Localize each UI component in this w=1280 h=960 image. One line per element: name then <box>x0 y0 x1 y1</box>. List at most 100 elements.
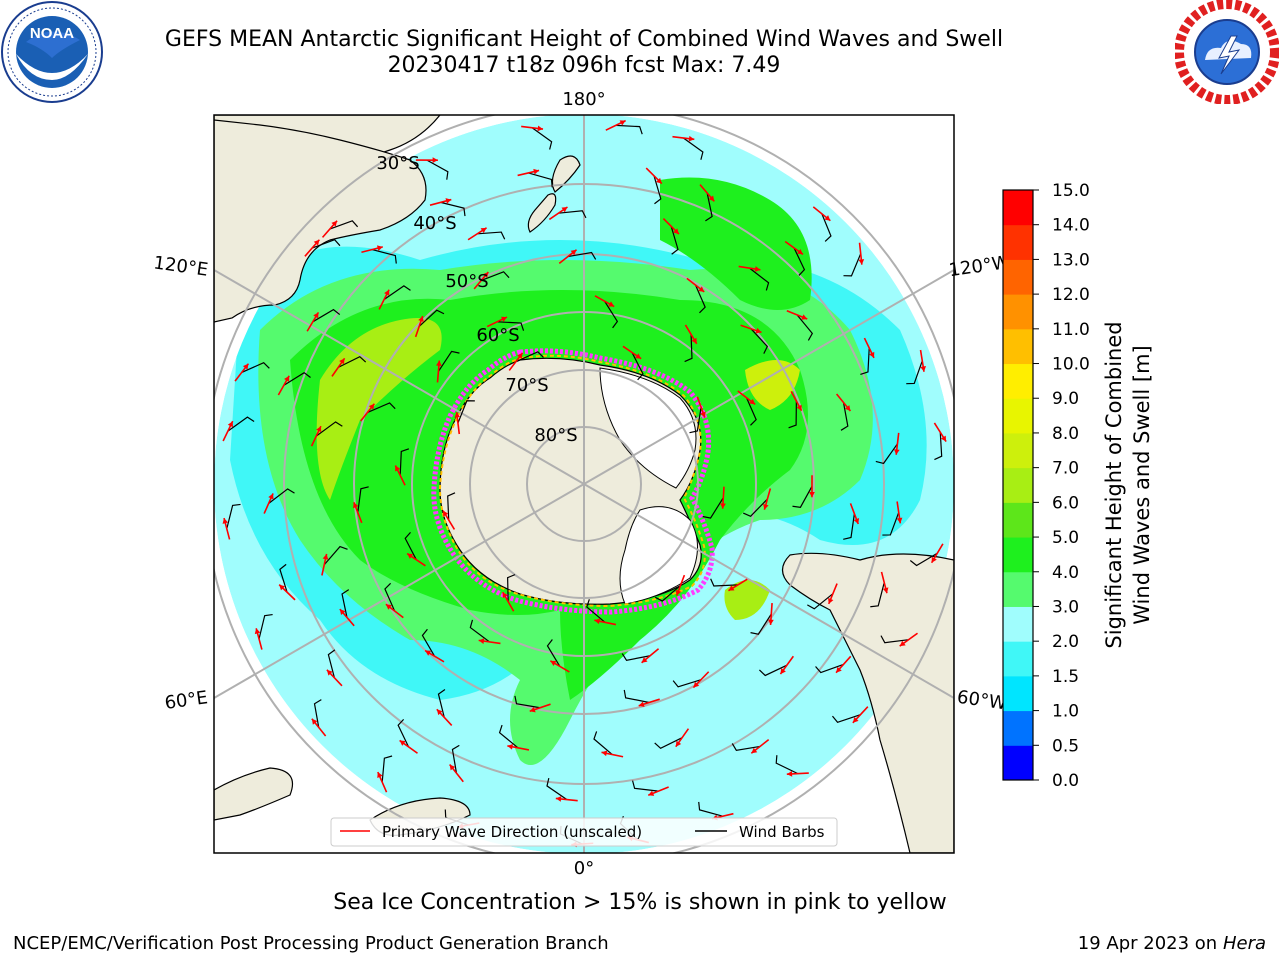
ocean-field-green-2 <box>660 177 812 310</box>
wind-barb <box>807 593 834 610</box>
wave-arrow-head <box>693 681 700 688</box>
wave-arrow-head <box>436 360 442 367</box>
wave-arrow-head <box>418 316 424 322</box>
lon-label-120e: 120°E <box>152 252 209 280</box>
wind-barb <box>437 688 446 718</box>
colorbar-band <box>1003 502 1033 538</box>
lat-label-60s: 60°S <box>476 325 519 346</box>
wind-barb <box>750 328 769 354</box>
ice-shelf-weddell <box>619 506 698 605</box>
wave-arrow-head <box>395 465 401 472</box>
wave-arrow-head <box>728 585 735 591</box>
wind-barb <box>498 724 519 749</box>
wind-barb <box>381 755 393 783</box>
wind-barb <box>404 531 417 560</box>
wave-arrow-head <box>529 706 536 713</box>
wave-arrow-head <box>436 709 443 716</box>
wind-barb <box>268 488 295 505</box>
wind-barb <box>258 613 273 640</box>
land-australia <box>214 119 427 323</box>
wind-barb <box>623 689 650 704</box>
wind-barb <box>383 285 411 301</box>
wave-arrow-head <box>227 421 233 428</box>
wave-arrow-head <box>673 228 679 235</box>
wind-barb <box>695 284 706 314</box>
wave-arrow-head <box>222 518 229 524</box>
wind-barb <box>329 220 359 230</box>
wave-arrow-head <box>836 666 842 673</box>
wave-arrow-head <box>698 286 705 292</box>
wind-barb <box>283 371 311 386</box>
wind-barb <box>241 361 270 373</box>
wave-arrow-head <box>920 366 927 372</box>
colorbar-tick-label: 4.0 <box>1052 563 1079 583</box>
wave-arrow-head <box>755 327 762 334</box>
colorbar-band <box>1003 675 1033 712</box>
wind-barb <box>311 239 341 249</box>
wind-barb <box>705 192 713 222</box>
wave-arrow-head <box>550 660 557 667</box>
wind-barb <box>315 421 343 437</box>
wave-arrow-head <box>385 604 392 610</box>
ice-shelf-ross <box>599 367 697 489</box>
wind-barb <box>367 402 396 413</box>
wind-barb <box>860 347 870 375</box>
wind-barb <box>631 352 644 381</box>
nws-logo <box>1175 0 1279 104</box>
wind-barb <box>832 714 861 723</box>
colorbar-band <box>1003 745 1033 781</box>
wave-arrow-head <box>242 363 249 370</box>
map-frame <box>213 114 955 854</box>
colorbar-band <box>1003 537 1033 573</box>
wave-arrow-head <box>432 157 438 164</box>
wind-barb <box>426 159 449 180</box>
wave-arrow-head <box>555 796 562 802</box>
wind-barb <box>323 545 348 566</box>
wind-barb <box>672 679 702 688</box>
wind-barb <box>384 582 396 612</box>
wind-barb <box>684 334 693 363</box>
lon-label-60e: 60°E <box>163 687 209 714</box>
colorbar-band <box>1003 432 1033 469</box>
wave-arrow-head <box>853 518 860 524</box>
wind-barb <box>745 397 757 426</box>
wave-arrow-head <box>809 492 815 498</box>
colorbar-tick-label: 1.5 <box>1052 667 1079 687</box>
wave-arrow-head <box>507 744 514 750</box>
wave-arrow-head <box>801 314 808 320</box>
wind-barb <box>815 663 844 674</box>
wave-arrow-head <box>517 352 523 359</box>
colorbar-band <box>1003 259 1033 295</box>
land-south-africa-tip <box>214 767 294 821</box>
lat-label-70s: 70°S <box>505 375 548 396</box>
wind-barb <box>515 351 544 363</box>
wind-barb <box>586 599 606 623</box>
wave-arrow-head <box>688 135 695 142</box>
wind-barb <box>631 780 659 792</box>
colorbar-band <box>1003 606 1033 642</box>
wave-arrow-head <box>893 449 900 455</box>
wind-barb <box>604 300 619 329</box>
colorbar-tick-label: 10.0 <box>1052 355 1090 375</box>
wave-arrow-head <box>331 220 338 227</box>
wave-arrow-head <box>482 272 489 278</box>
wind-barb <box>909 552 938 567</box>
lat-label-30s: 30°S <box>376 153 419 174</box>
svg-text:NOAA: NOAA <box>30 25 74 42</box>
wave-arrow-head <box>570 249 577 256</box>
wind-barb <box>327 649 336 678</box>
colorbar-tick-label: 5.0 <box>1052 528 1079 548</box>
wind-barb <box>528 172 553 188</box>
wind-barb <box>371 248 397 264</box>
colorbar-band <box>1003 190 1033 226</box>
colorbar-band <box>1003 710 1033 746</box>
wave-arrow-head <box>443 510 449 517</box>
wave-arrow-head <box>368 403 375 410</box>
wind-barb <box>743 498 768 517</box>
wave-arrow-head <box>537 125 544 132</box>
wind-barb <box>615 124 643 135</box>
colorbar-tick-label: 7.0 <box>1052 459 1079 479</box>
wind-barb <box>840 402 849 431</box>
wave-arrow-head <box>749 398 756 405</box>
lat-label-80s: 80°S <box>534 425 577 446</box>
